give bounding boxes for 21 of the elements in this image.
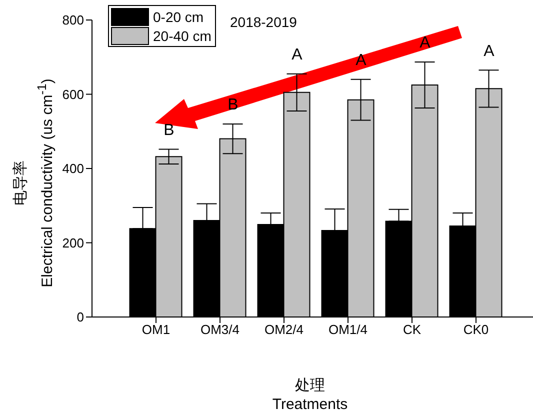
annotation: A (292, 46, 303, 64)
y-tick-label: 200 (62, 235, 84, 250)
annotation: A (420, 34, 431, 52)
chart-title: 2018-2019 (230, 14, 297, 30)
annotation: A (356, 52, 367, 70)
annotation: B (228, 96, 238, 114)
legend-label: 20-40 cm (153, 28, 212, 44)
x-tick-label: OM2/4 (264, 322, 304, 338)
y-tick-label: 800 (62, 12, 84, 28)
x-tick-label: OM1 (142, 322, 170, 338)
y-tick-label: 400 (62, 161, 84, 176)
y-tick-label: 0 (76, 310, 84, 325)
annotation: B (164, 122, 174, 139)
y-tick-label: 600 (62, 86, 84, 102)
legend-label: 0-20 cm (153, 8, 204, 24)
x-tick-label: CK0 (463, 322, 489, 338)
x-tick-label: OM3/4 (200, 322, 240, 338)
x-axis-title: 处理 Treatments (272, 376, 348, 413)
annotation: A (484, 42, 495, 60)
x-tick-label: OM1/4 (328, 322, 368, 338)
x-tick-label: CK (402, 322, 422, 338)
